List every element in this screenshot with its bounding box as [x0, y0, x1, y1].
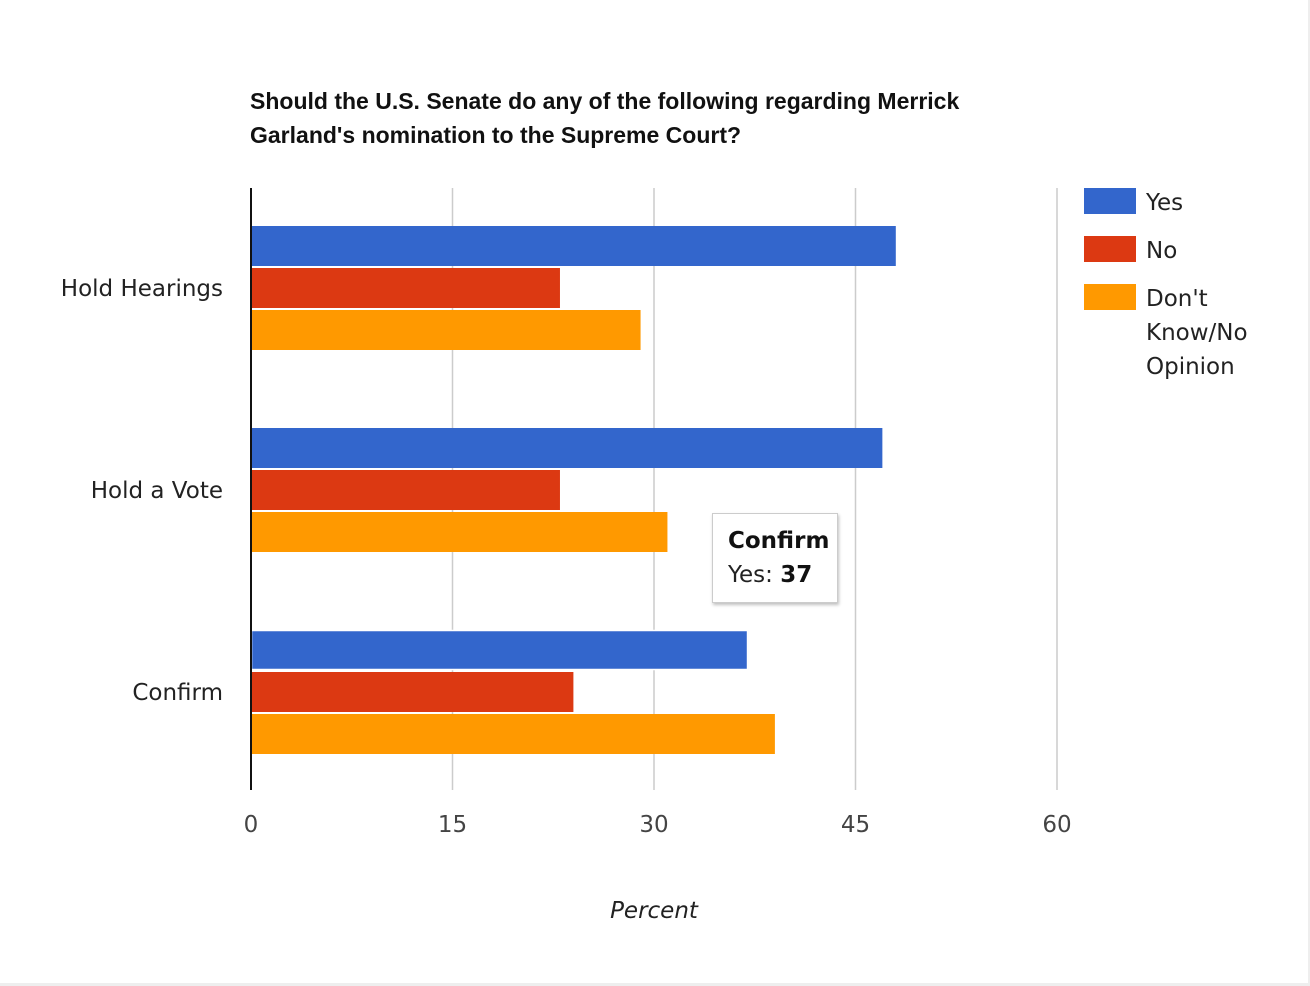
x-axis-title: Percent	[610, 898, 699, 924]
tooltip-value: 37	[780, 562, 813, 588]
bar[interactable]	[251, 226, 896, 266]
bar[interactable]	[251, 714, 775, 754]
y-category-label: Hold a Vote	[91, 478, 223, 504]
x-tick-label: 15	[438, 812, 467, 838]
bar[interactable]	[251, 630, 749, 670]
y-category-label: Confirm	[132, 680, 223, 706]
bar[interactable]	[251, 470, 560, 510]
tooltip: Confirm Yes: 37	[712, 513, 838, 603]
legend-swatch-yes	[1084, 188, 1136, 214]
y-category-label: Hold Hearings	[61, 276, 223, 302]
legend-label-yes: Yes	[1146, 190, 1184, 216]
legend-label-dont-know-line-3: Opinion	[1146, 354, 1235, 380]
legend-label-dont-know-line-2: Know/No	[1146, 320, 1248, 346]
bar[interactable]	[251, 268, 560, 308]
legend-item-dont-know[interactable]: Don't Know/No Opinion	[1084, 282, 1284, 384]
legend-swatch-no	[1084, 236, 1136, 262]
bar[interactable]	[251, 310, 641, 350]
tooltip-title: Confirm	[728, 528, 830, 554]
legend-label-no: No	[1146, 238, 1178, 264]
tooltip-series-label: Yes:	[728, 562, 773, 588]
legend-label-dont-know-line-1: Don't	[1146, 286, 1208, 312]
tooltip-row: Yes: 37	[728, 558, 837, 592]
legend-item-yes[interactable]: Yes	[1084, 186, 1284, 220]
chart-title: Should the U.S. Senate do any of the fol…	[250, 88, 960, 148]
x-tick-label: 60	[1042, 812, 1071, 838]
x-tick-label: 0	[244, 812, 259, 838]
bar[interactable]	[251, 672, 574, 712]
bar[interactable]	[251, 512, 668, 552]
x-tick-label: 30	[639, 812, 668, 838]
bar[interactable]	[251, 428, 883, 468]
legend-swatch-dont-know	[1084, 284, 1136, 310]
x-tick-label: 45	[841, 812, 870, 838]
legend: Yes No Don't Know/No Opinion	[1084, 186, 1284, 398]
legend-item-no[interactable]: No	[1084, 234, 1284, 268]
